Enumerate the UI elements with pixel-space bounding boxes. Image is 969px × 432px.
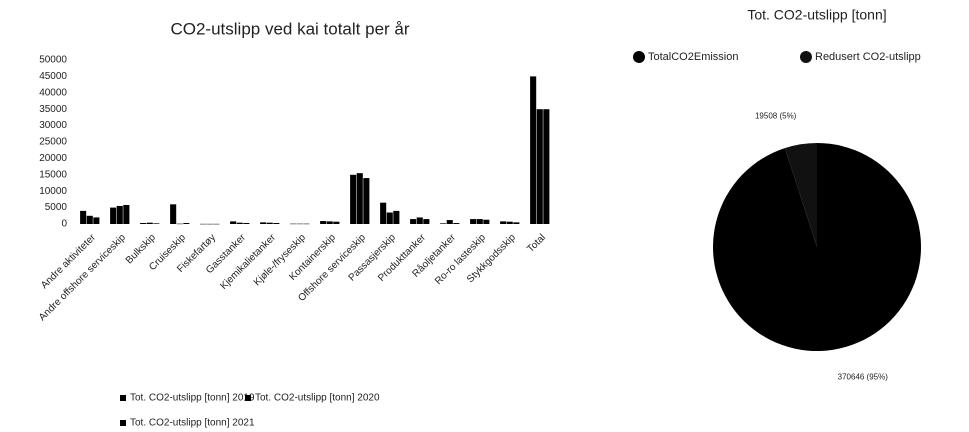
legend-label: Tot. CO2-utslipp [tonn] 2021: [130, 418, 255, 429]
pie-value-label: 19508 (5%): [755, 112, 797, 121]
bar: [326, 221, 333, 224]
bar: [320, 221, 327, 224]
pie-value-label: 370646 (95%): [838, 372, 889, 381]
bar: [423, 219, 430, 224]
bar: [476, 219, 483, 224]
y-tick-label: 40000: [39, 87, 67, 98]
bar: [260, 222, 267, 224]
bar: [183, 223, 190, 224]
bar: [93, 217, 100, 224]
bar: [146, 222, 153, 224]
bar: [356, 173, 363, 224]
bar: [110, 207, 117, 224]
bar: [176, 223, 183, 225]
bar: [483, 219, 490, 224]
bar: [200, 223, 207, 225]
bar: [153, 223, 160, 224]
y-tick-label: 35000: [39, 104, 67, 115]
y-tick-label: 45000: [39, 71, 67, 82]
bar: [80, 210, 87, 224]
legend-swatch: [245, 395, 251, 401]
y-tick-label: 15000: [39, 169, 67, 180]
bar: [513, 222, 520, 224]
legend-label: TotalCO2Emission: [648, 51, 738, 63]
bar: [386, 212, 393, 224]
y-tick-label: 10000: [39, 186, 67, 197]
bar: [530, 76, 537, 225]
bar: [303, 223, 310, 225]
bar: [440, 223, 447, 224]
bar: [123, 204, 130, 224]
bar: [236, 222, 243, 224]
bar: [350, 174, 357, 224]
legend-swatch: [800, 51, 812, 63]
legend-swatch: [633, 51, 645, 63]
bar: [543, 109, 550, 224]
bar: [86, 215, 93, 224]
bar: [266, 222, 273, 224]
legend-label: Redusert CO2-utslipp: [815, 51, 921, 63]
y-tick-label: 5000: [45, 202, 68, 213]
bar: [410, 219, 417, 224]
bar: [500, 221, 507, 224]
bar: [273, 223, 280, 224]
x-tick-label: Total: [525, 232, 548, 255]
legend-label: Tot. CO2-utslipp [tonn] 2020: [255, 393, 380, 404]
legend-swatch: [120, 395, 126, 401]
bar: [296, 223, 303, 225]
bar: [230, 221, 237, 224]
bar: [140, 223, 147, 224]
x-tick-label: Andre aktiviteter: [39, 232, 98, 291]
bar: [243, 223, 250, 224]
pie-slice: [784, 143, 817, 247]
bar: [446, 220, 453, 224]
bar: [333, 221, 340, 224]
y-tick-label: 25000: [39, 137, 67, 148]
bar: [470, 219, 477, 224]
bar: [536, 109, 543, 224]
bar: [453, 223, 460, 224]
bar: [290, 223, 297, 225]
legend-label: Tot. CO2-utslipp [tonn] 2019: [130, 393, 255, 404]
bar-chart-title: CO2-utslipp ved kai totalt per år: [170, 19, 409, 38]
bar: [213, 223, 220, 225]
x-tick-label: Kjøle-/fryseskip: [252, 232, 308, 288]
legend-swatch: [120, 420, 126, 426]
bar: [116, 205, 123, 224]
bar: [416, 217, 423, 224]
bar: [170, 204, 177, 224]
pie-slice: [713, 143, 922, 351]
bar: [363, 178, 370, 224]
y-tick-label: 0: [61, 219, 67, 230]
bar: [506, 221, 513, 224]
pie-chart-title: Tot. CO2-utslipp [tonn]: [747, 7, 886, 23]
y-tick-label: 20000: [39, 153, 67, 164]
bar: [206, 223, 213, 225]
y-tick-label: 30000: [39, 120, 67, 131]
y-tick-label: 50000: [39, 55, 67, 66]
bar: [393, 210, 400, 224]
bar: [380, 202, 387, 224]
